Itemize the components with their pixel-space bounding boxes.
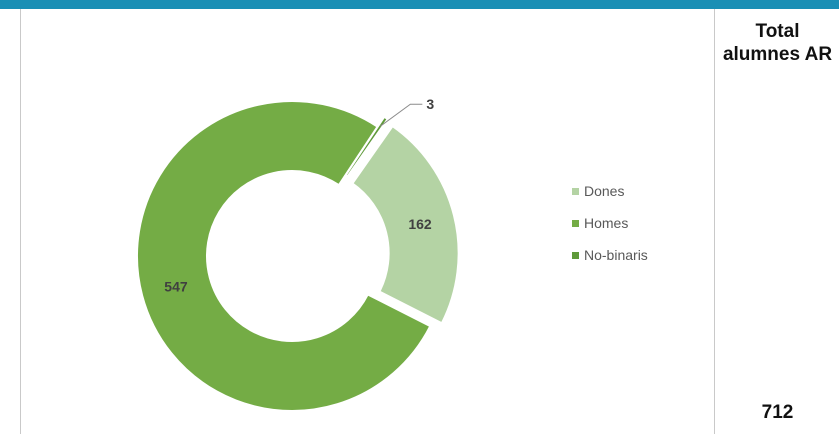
- total-panel-value: 712: [761, 402, 794, 423]
- legend-label-homes: Homes: [584, 215, 628, 231]
- leader-line-no-binaris: [380, 103, 423, 127]
- legend-swatch-dones: [572, 188, 579, 195]
- legend-swatch-homes: [572, 220, 579, 227]
- slice-homes: [136, 100, 432, 412]
- top-accent-bar: [0, 0, 839, 9]
- legend-label-dones: Dones: [584, 183, 624, 199]
- legend-label-no-binaris: No-binaris: [584, 247, 648, 263]
- right-divider: [714, 9, 715, 434]
- data-label-dones: 162: [408, 216, 432, 232]
- slice-no-binaris: [344, 115, 390, 178]
- left-divider: [20, 9, 21, 434]
- data-label-homes: 547: [164, 279, 188, 295]
- data-label-no-binaris: 3: [426, 96, 434, 112]
- slice-dones: [351, 124, 460, 325]
- legend-swatch-no-binaris: [572, 252, 579, 259]
- total-panel-title: Total alumnes AR: [722, 21, 833, 65]
